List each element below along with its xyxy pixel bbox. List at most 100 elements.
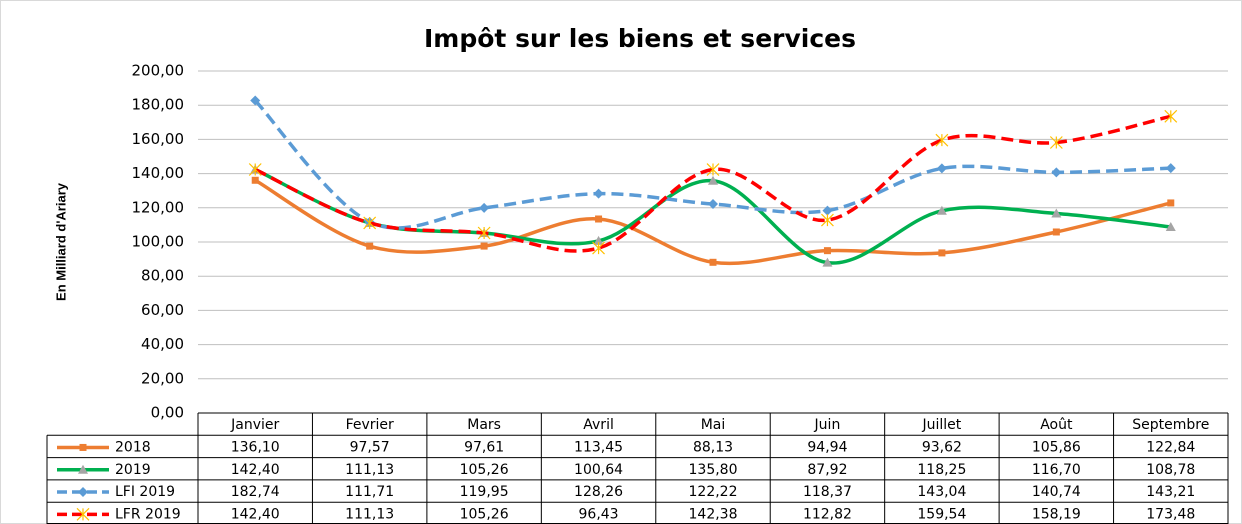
- y-tick-label: 0,00: [151, 404, 184, 422]
- legend-label: 2018: [115, 439, 151, 455]
- legend-marker: [78, 464, 88, 474]
- table-value: 111,13: [345, 506, 394, 522]
- marker: [935, 133, 949, 147]
- marker: [1167, 199, 1175, 207]
- x-tick-label: Mars: [467, 417, 501, 433]
- marker: [595, 215, 603, 223]
- marker: [936, 163, 947, 174]
- x-tick-label: Janvier: [230, 417, 279, 433]
- table-value: 94,94: [807, 439, 847, 455]
- marker: [248, 163, 262, 176]
- table-value: 158,19: [1032, 506, 1081, 522]
- y-tick-label: 200,00: [132, 62, 185, 80]
- table-value: 122,84: [1146, 439, 1195, 455]
- marker: [593, 188, 604, 199]
- marker: [1052, 228, 1060, 236]
- marker: [1164, 109, 1178, 123]
- legend-label: LFR 2019: [115, 506, 181, 522]
- marker: [251, 176, 259, 184]
- marker: [250, 95, 261, 106]
- marker: [1051, 208, 1062, 218]
- marker: [822, 205, 833, 216]
- table-value: 136,10: [231, 439, 280, 455]
- legend-marker: [78, 487, 88, 498]
- table-value: 135,80: [689, 462, 738, 478]
- marker: [823, 247, 831, 255]
- table-value: 112,82: [803, 506, 852, 522]
- y-axis-title: En Milliard d'Ariary: [53, 182, 68, 301]
- table-value: 116,70: [1032, 462, 1081, 478]
- legend-marker: [79, 443, 87, 451]
- table-value: 142,38: [689, 506, 738, 522]
- legend-label: LFI 2019: [115, 484, 175, 500]
- table-value: 122,22: [689, 484, 738, 500]
- y-tick-label: 60,00: [141, 301, 184, 319]
- table-value: 96,43: [579, 506, 619, 522]
- table-value: 118,37: [803, 484, 852, 500]
- y-tick-label: 160,00: [132, 130, 185, 148]
- table-value: 159,54: [917, 506, 966, 522]
- table-value: 140,74: [1032, 484, 1081, 500]
- y-tick-label: 100,00: [132, 233, 185, 251]
- y-tick-label: 180,00: [132, 96, 185, 114]
- table-value: 93,62: [922, 439, 962, 455]
- x-tick-label: Septembre: [1132, 417, 1209, 433]
- x-tick-label: Fevrier: [346, 417, 394, 433]
- y-tick-label: 80,00: [141, 267, 184, 285]
- marker: [709, 258, 717, 266]
- table-value: 128,26: [574, 484, 623, 500]
- marker: [708, 199, 718, 210]
- table-value: 111,71: [345, 484, 394, 500]
- series-line: [254, 114, 1172, 253]
- y-tick-label: 20,00: [141, 369, 184, 387]
- table-value: 97,57: [350, 439, 390, 455]
- y-tick-label: 40,00: [141, 335, 184, 353]
- table-value: 108,78: [1146, 462, 1195, 478]
- table-value: 118,25: [917, 462, 966, 478]
- marker: [1165, 163, 1176, 174]
- table-value: 105,86: [1032, 439, 1081, 455]
- x-tick-label: Juin: [814, 417, 841, 433]
- table-value: 142,40: [231, 506, 280, 522]
- x-tick-label: Mai: [701, 417, 726, 433]
- x-tick-label: Avril: [583, 417, 614, 433]
- marker: [936, 205, 947, 215]
- marker: [706, 163, 720, 176]
- table-value: 143,04: [917, 484, 966, 500]
- marker: [821, 213, 834, 227]
- marker: [480, 242, 488, 250]
- table-value: 97,61: [464, 439, 504, 455]
- table-value: 143,21: [1146, 484, 1195, 500]
- marker: [1051, 167, 1062, 178]
- y-tick-label: 140,00: [132, 164, 185, 182]
- series-line: [254, 178, 1172, 266]
- marker: [1049, 136, 1063, 149]
- marker: [477, 226, 491, 240]
- table-value: 100,64: [574, 462, 623, 478]
- y-tick-label: 120,00: [132, 198, 185, 216]
- marker: [479, 202, 490, 213]
- table-value: 182,74: [231, 484, 280, 500]
- table-value: 119,95: [460, 484, 509, 500]
- marker: [708, 175, 718, 185]
- marker: [938, 249, 946, 257]
- marker: [592, 241, 605, 255]
- table-value: 105,26: [460, 462, 509, 478]
- table-value: 87,92: [807, 462, 847, 478]
- chart-title: Impôt sur les biens et services: [424, 24, 856, 53]
- table-value: 111,13: [345, 462, 394, 478]
- table-value: 105,26: [460, 506, 509, 522]
- x-tick-label: Juillet: [921, 417, 961, 433]
- marker: [822, 257, 833, 267]
- series-line: [253, 99, 1171, 230]
- marker: [593, 235, 604, 245]
- table-value: 173,48: [1146, 506, 1195, 522]
- marker: [363, 216, 377, 230]
- table-value: 113,45: [574, 439, 623, 455]
- legend-label: 2019: [115, 462, 151, 478]
- x-tick-label: Août: [1040, 417, 1073, 433]
- marker: [1165, 221, 1176, 231]
- table-value: 88,13: [693, 439, 733, 455]
